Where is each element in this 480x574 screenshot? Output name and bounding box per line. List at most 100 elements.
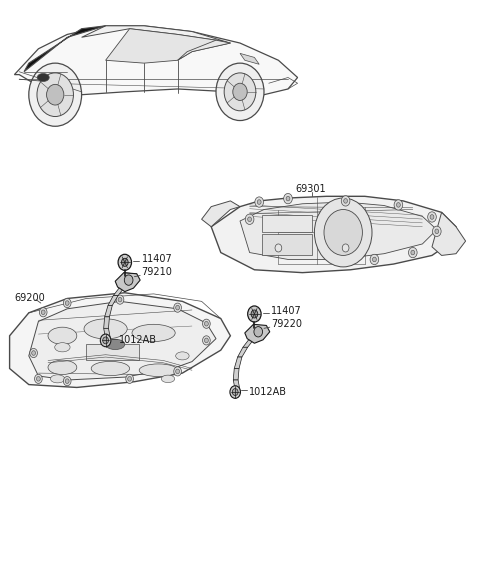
Circle shape [432, 226, 441, 236]
Ellipse shape [84, 319, 127, 339]
Polygon shape [29, 301, 216, 380]
Circle shape [408, 247, 417, 258]
Circle shape [257, 200, 261, 204]
Circle shape [370, 254, 379, 265]
Polygon shape [178, 40, 230, 60]
Bar [262, 215, 312, 232]
Circle shape [224, 73, 256, 111]
Polygon shape [10, 293, 230, 387]
Polygon shape [240, 202, 437, 259]
Circle shape [428, 212, 436, 222]
Circle shape [37, 73, 73, 117]
Circle shape [32, 351, 36, 355]
Text: 11407: 11407 [271, 306, 302, 316]
Circle shape [411, 250, 415, 255]
Circle shape [344, 199, 348, 203]
Circle shape [100, 334, 111, 347]
Ellipse shape [176, 352, 189, 360]
Circle shape [394, 200, 403, 210]
Ellipse shape [55, 343, 70, 352]
Circle shape [251, 310, 258, 318]
Text: 1012AB: 1012AB [249, 387, 287, 397]
Circle shape [230, 386, 240, 398]
Circle shape [63, 298, 71, 308]
Circle shape [174, 303, 181, 312]
Polygon shape [82, 26, 230, 43]
Polygon shape [115, 273, 140, 292]
Circle shape [126, 374, 133, 383]
Circle shape [116, 295, 124, 304]
Polygon shape [432, 212, 466, 255]
Circle shape [47, 84, 64, 105]
Circle shape [245, 214, 254, 224]
Circle shape [30, 348, 37, 358]
Polygon shape [249, 334, 258, 340]
Circle shape [121, 258, 128, 266]
Polygon shape [243, 340, 253, 347]
Polygon shape [104, 328, 110, 339]
Bar [262, 234, 312, 255]
Circle shape [39, 308, 47, 317]
Circle shape [65, 301, 69, 305]
Polygon shape [233, 369, 239, 380]
Ellipse shape [161, 375, 175, 382]
Circle shape [203, 336, 210, 345]
Ellipse shape [91, 362, 130, 376]
Ellipse shape [48, 360, 77, 375]
Circle shape [124, 275, 133, 285]
Circle shape [65, 379, 69, 383]
Circle shape [248, 306, 261, 322]
Circle shape [342, 244, 349, 252]
Circle shape [176, 305, 180, 310]
Circle shape [232, 389, 238, 395]
Text: 11407: 11407 [142, 254, 172, 265]
Ellipse shape [139, 364, 178, 377]
Circle shape [286, 196, 290, 201]
Circle shape [248, 217, 252, 222]
Circle shape [396, 203, 400, 207]
Polygon shape [245, 324, 270, 343]
Circle shape [435, 229, 439, 234]
Circle shape [233, 83, 247, 100]
Text: 1012AB: 1012AB [119, 335, 157, 346]
Circle shape [176, 369, 180, 374]
Circle shape [284, 193, 292, 204]
Circle shape [203, 319, 210, 328]
Polygon shape [106, 29, 230, 63]
Ellipse shape [48, 327, 77, 344]
Text: 69200: 69200 [14, 293, 45, 304]
Ellipse shape [132, 324, 175, 342]
Polygon shape [234, 357, 242, 369]
Circle shape [430, 215, 434, 219]
Circle shape [29, 63, 82, 126]
Ellipse shape [106, 339, 125, 350]
Circle shape [372, 257, 376, 262]
Circle shape [255, 197, 264, 207]
Polygon shape [105, 305, 112, 317]
Polygon shape [113, 288, 124, 296]
Polygon shape [240, 53, 259, 64]
Polygon shape [119, 282, 129, 288]
Text: 79220: 79220 [271, 319, 302, 329]
Circle shape [275, 244, 282, 252]
Circle shape [216, 63, 264, 121]
Circle shape [204, 321, 208, 326]
Circle shape [103, 337, 108, 344]
Circle shape [314, 198, 372, 267]
Circle shape [35, 374, 42, 383]
Circle shape [324, 210, 362, 255]
Text: 69301: 69301 [295, 184, 326, 195]
Circle shape [204, 338, 208, 343]
Polygon shape [202, 201, 240, 227]
Polygon shape [238, 347, 248, 357]
Circle shape [63, 377, 71, 386]
Polygon shape [108, 296, 118, 305]
Circle shape [118, 297, 122, 302]
Bar [86, 344, 139, 360]
Polygon shape [104, 317, 109, 328]
Circle shape [174, 367, 181, 376]
Circle shape [254, 327, 263, 337]
Text: 79210: 79210 [142, 267, 172, 277]
Circle shape [118, 254, 132, 270]
Polygon shape [14, 26, 298, 95]
